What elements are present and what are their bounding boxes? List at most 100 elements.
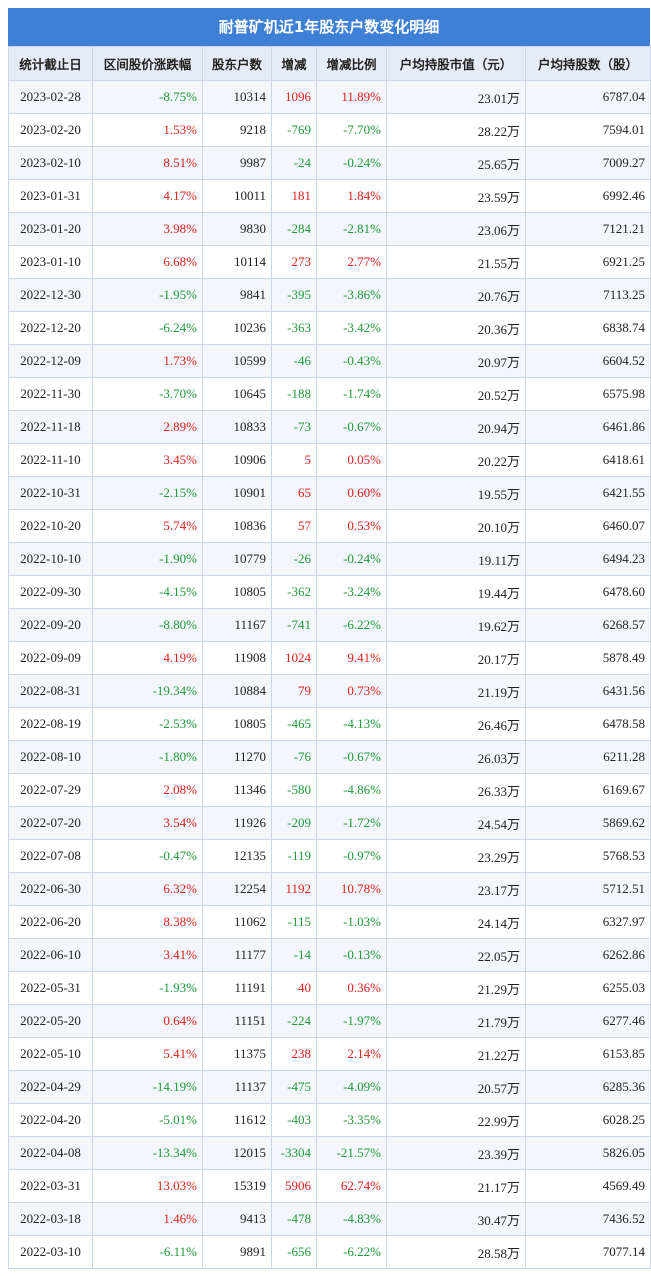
table-cell: 57 (271, 509, 317, 543)
table-cell: -769 (271, 113, 317, 147)
table-cell: -1.72% (316, 806, 387, 840)
table-cell: -5.01% (92, 1103, 203, 1137)
table-cell: 23.29万 (386, 839, 526, 873)
table-cell: 10833 (202, 410, 272, 444)
table-row: 2022-12-20 -6.24% 10236 -363 -3.42% 20.36万 683… (8, 311, 651, 345)
table-cell: 4.19% (92, 641, 203, 675)
table-row: 2022-07-20 3.54% 11926 -209 -1.72% 24.54万 5869… (8, 806, 651, 840)
table-cell: 19.11万 (386, 542, 526, 576)
table-cell: -284 (271, 212, 317, 246)
table-cell: -741 (271, 608, 317, 642)
table-cell: 1.46% (92, 1202, 203, 1236)
table-cell: 2.77% (316, 245, 387, 279)
table-cell: -115 (271, 905, 317, 939)
table-cell: 0.60% (316, 476, 387, 510)
table-cell: -188 (271, 377, 317, 411)
table-cell: 10645 (202, 377, 272, 411)
table-row: 2022-12-30 -1.95% 9841 -395 -3.86% 20.76万 7113… (8, 278, 651, 312)
table-row: 2022-09-20 -8.80% 11167 -741 -6.22% 19.62万 626… (8, 608, 651, 642)
table-cell: 2023-02-28 (8, 80, 93, 114)
table-cell: 21.79万 (386, 1004, 526, 1038)
table-cell: -1.74% (316, 377, 387, 411)
table-cell: 11177 (202, 938, 272, 972)
table-cell: -1.93% (92, 971, 203, 1005)
table-cell: 26.33万 (386, 773, 526, 807)
table-cell: -363 (271, 311, 317, 345)
table-row: 2022-06-10 3.41% 11177 -14 -0.13% 22.05万 6262.… (8, 938, 651, 972)
table-cell: -0.13% (316, 938, 387, 972)
table-cell: 10.78% (316, 872, 387, 906)
table-cell: 9987 (202, 146, 272, 180)
table-cell: -3.86% (316, 278, 387, 312)
table-cell: 20.10万 (386, 509, 526, 543)
table-cell: 4569.49 (525, 1169, 651, 1203)
table-cell: 6494.23 (525, 542, 651, 576)
table-cell: 22.05万 (386, 938, 526, 972)
table-cell: 2022-03-31 (8, 1169, 93, 1203)
table-cell: 2023-01-31 (8, 179, 93, 213)
table-row: 2022-11-10 3.45% 10906 5 0.05% 20.22万 6418.61 (8, 443, 651, 477)
table-cell: -76 (271, 740, 317, 774)
table-row: 2022-11-30 -3.70% 10645 -188 -1.74% 20.52万 657… (8, 377, 651, 411)
table-cell: 22.99万 (386, 1103, 526, 1137)
table-cell: 10011 (202, 179, 272, 213)
table-cell: 2.14% (316, 1037, 387, 1071)
table-cell: -3304 (271, 1136, 317, 1170)
table-row: 2023-01-31 4.17% 10011 181 1.84% 23.59万 6992.4… (8, 179, 651, 213)
table-cell: 6575.98 (525, 377, 651, 411)
table-cell: 23.17万 (386, 872, 526, 906)
table-cell: 1.53% (92, 113, 203, 147)
table-cell: -4.09% (316, 1070, 387, 1104)
table-cell: 6838.74 (525, 311, 651, 345)
table-cell: 3.41% (92, 938, 203, 972)
table-row: 2022-03-31 13.03% 15319 5906 62.74% 21.17万 456… (8, 1169, 651, 1203)
table-cell: 0.53% (316, 509, 387, 543)
table-cell: 2022-08-19 (8, 707, 93, 741)
table-cell: 10901 (202, 476, 272, 510)
table-row: 2022-05-20 0.64% 11151 -224 -1.97% 21.79万 6277… (8, 1004, 651, 1038)
table-cell: 5878.49 (525, 641, 651, 675)
table-cell: 2022-11-30 (8, 377, 93, 411)
table-cell: 23.01万 (386, 80, 526, 114)
table-cell: 6277.46 (525, 1004, 651, 1038)
column-header: 户均持股市值（元） (386, 46, 526, 81)
table-cell: 10599 (202, 344, 272, 378)
table-cell: -0.97% (316, 839, 387, 873)
table-cell: 2022-08-31 (8, 674, 93, 708)
table-cell: 1.84% (316, 179, 387, 213)
table-cell: 11612 (202, 1103, 272, 1137)
column-header: 增减比例 (316, 46, 387, 81)
table-cell: 62.74% (316, 1169, 387, 1203)
table-cell: -6.22% (316, 608, 387, 642)
table-cell: 5906 (271, 1169, 317, 1203)
table-cell: 10805 (202, 575, 272, 609)
table-cell: 4.17% (92, 179, 203, 213)
table-cell: 5.41% (92, 1037, 203, 1071)
table-cell: 2.89% (92, 410, 203, 444)
table-cell: 23.06万 (386, 212, 526, 246)
table-cell: 20.76万 (386, 278, 526, 312)
table-cell: 23.59万 (386, 179, 526, 213)
table-cell: 5 (271, 443, 317, 477)
table-cell: 11062 (202, 905, 272, 939)
table-panel: 耐普矿机近1年股东户数变化明细 统计截止日 区间股价涨跌幅 股东户数 增减 增减比例 户均… (8, 8, 651, 1269)
table-cell: 6211.28 (525, 740, 651, 774)
table-cell: -119 (271, 839, 317, 873)
table-cell: 20.17万 (386, 641, 526, 675)
table-cell: 3.45% (92, 443, 203, 477)
table-cell: 7113.25 (525, 278, 651, 312)
table-cell: 7121.21 (525, 212, 651, 246)
table-cell: -580 (271, 773, 317, 807)
table-cell: 15319 (202, 1169, 272, 1203)
table-cell: -21.57% (316, 1136, 387, 1170)
table-cell: 26.03万 (386, 740, 526, 774)
table-cell: 6268.57 (525, 608, 651, 642)
column-header: 区间股价涨跌幅 (92, 46, 203, 81)
table-cell: -0.24% (316, 146, 387, 180)
table-cell: -8.75% (92, 80, 203, 114)
table-cell: 8.51% (92, 146, 203, 180)
table-cell: 2022-09-09 (8, 641, 93, 675)
table-cell: 28.58万 (386, 1235, 526, 1269)
table-cell: 273 (271, 245, 317, 279)
table-cell: -1.80% (92, 740, 203, 774)
